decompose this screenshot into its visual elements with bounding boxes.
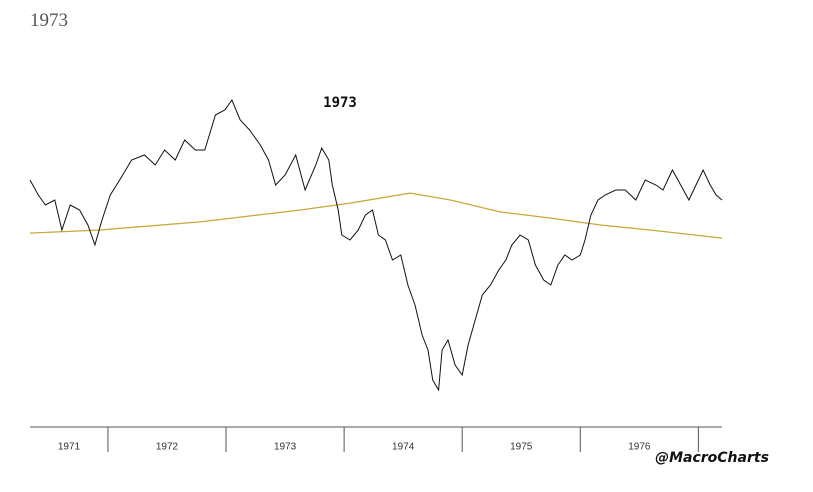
x-tick-label: 1974 xyxy=(392,442,415,453)
x-tick-label: 1976 xyxy=(628,442,651,453)
page-title: 1973 xyxy=(30,10,68,31)
x-tick-label: 1973 xyxy=(274,442,297,453)
annotation: 1973 xyxy=(323,95,357,111)
x-tick-label: 1975 xyxy=(510,442,533,453)
x-tick-label: 1971 xyxy=(58,442,81,453)
x-tick-label: 1972 xyxy=(156,442,179,453)
series-line xyxy=(29,98,723,392)
series-line xyxy=(29,192,723,239)
watermark: @MacroCharts xyxy=(655,450,769,466)
